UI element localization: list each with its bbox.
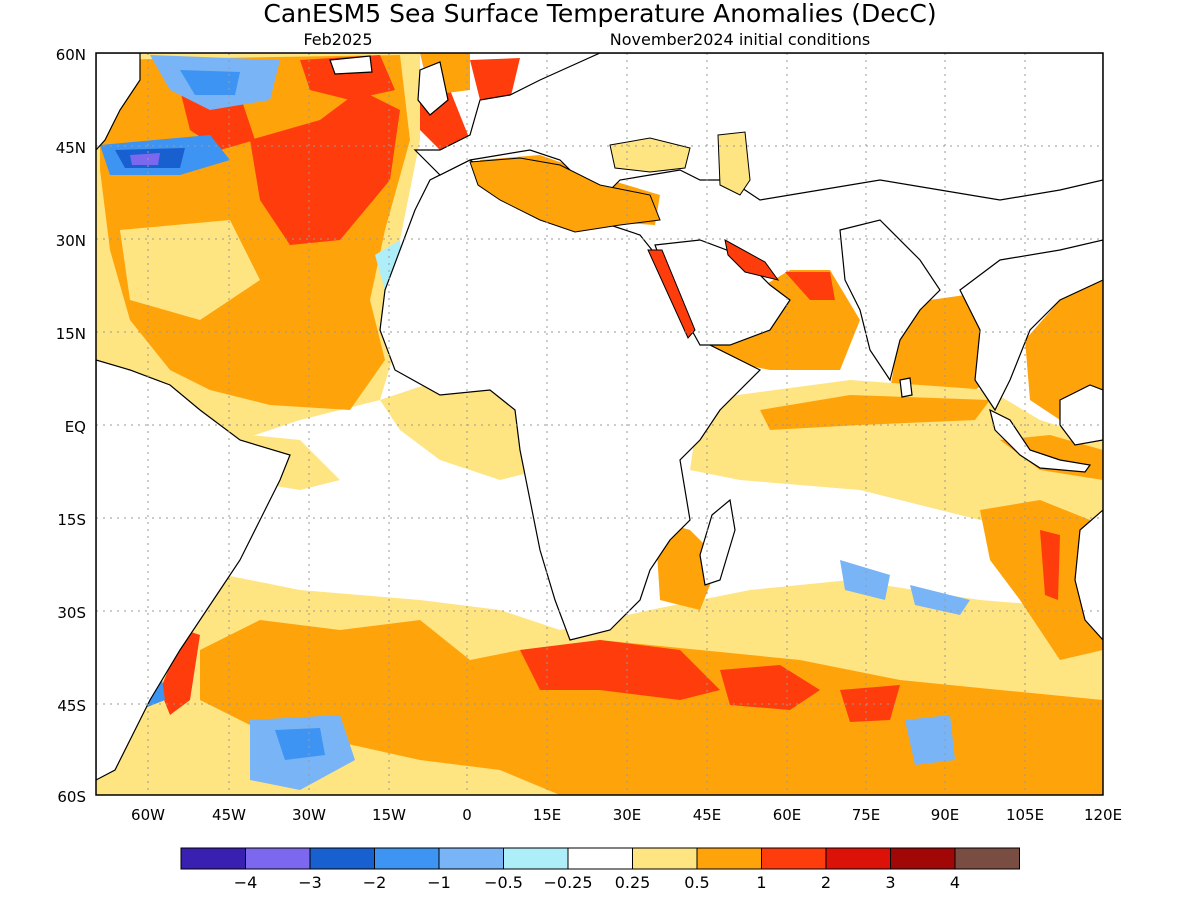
water-persian-gulf [724,239,780,281]
lat-label: 15N [56,325,86,343]
colorbar-swatch [696,847,762,870]
colorbar-swatch [954,847,1020,870]
colorbar [180,847,1020,870]
lat-label: 15S [57,511,86,529]
colorbar-swatch [309,847,375,870]
lat-label: 45S [57,697,86,715]
colorbar-tick-label: −2 [363,873,387,892]
anomaly-region-north-atlantic [120,220,260,320]
lon-label: 60W [131,806,165,824]
map-title: CanESM5 Sea Surface Temperature Anomalie… [263,0,936,28]
map-subtitle-date: Feb2025 [303,30,372,49]
colorbar-swatch [567,847,633,870]
lat-label: 45N [56,139,86,157]
colorbar-tick-label: 4 [950,873,960,892]
anomaly-region-bay-of-bengal [890,295,990,400]
anomaly-region-indian-ocean [760,395,990,430]
lon-label: 30E [613,806,642,824]
landmass-europe [413,53,1103,201]
lon-label: 0 [462,806,472,824]
colorbar-swatch [890,847,956,870]
lon-label: 45E [693,806,722,824]
lon-label: 30W [292,806,326,824]
anomaly-region-southern-ocean-band [200,620,1103,795]
anomaly-region-brazil-malvinas [160,630,200,715]
landmass-india [839,219,941,382]
anomaly-region-australia-west [980,500,1103,660]
colorbar-tick-label: 2 [821,873,831,892]
water-caspian-sea [717,131,751,196]
colorbar-tick-label: 1 [756,873,766,892]
map-panel [96,53,1103,795]
colorbar-tick-label: −4 [234,873,258,892]
anomaly-region-south-atlantic-cool [275,728,325,760]
lat-label: 60S [57,788,86,806]
colorbar-tick-label: −0.5 [484,873,523,892]
colorbar-swatch [825,847,891,870]
colorbar-swatch [761,847,827,870]
landmass-south-america [96,359,291,781]
lon-label: 15E [533,806,562,824]
lon-label: 120E [1084,806,1122,824]
colorbar-tick-label: 3 [885,873,895,892]
anomaly-region-australia-west [1040,530,1060,600]
colorbar-tick-label: 0.25 [615,873,651,892]
anomaly-region-labrador [180,70,240,95]
lon-label: 90E [931,806,960,824]
anomaly-region-south-indian-cool [905,715,955,765]
colorbar-swatch [245,847,311,870]
landmass-sumatra-java [989,408,1092,473]
landmass-southeast-asia [959,239,1103,412]
water-mediterranean [469,157,661,233]
colorbar-tick-label: −1 [427,873,451,892]
longitude-axis: 60W 45W 30W 15W 0 15E 30E 45E 60E 75E 90… [131,806,1122,824]
landmass-north-america [96,53,141,151]
landmass-australia [1074,509,1103,641]
anomaly-region-south-china-sea [1025,270,1103,420]
lon-label: 15W [372,806,406,824]
colorbar-swatch [374,847,440,870]
lon-label: 105E [1006,806,1044,824]
colorbar-tick-label: 0.5 [684,873,709,892]
anomaly-region-agulhas [520,640,720,700]
anomaly-region-north-atlantic [250,90,400,245]
anomaly-region-south-indian-cool [840,560,890,600]
anomaly-region-south-indian-cool [910,585,970,615]
colorbar-tick-label: −3 [298,873,322,892]
anomaly-field [96,53,1103,795]
lat-label: 30N [56,232,86,250]
landmass-madagascar [699,498,736,586]
anomaly-region-guinea [380,380,540,480]
anomaly-region-newfoundland [130,153,160,165]
landmass-borneo [1059,384,1103,446]
colorbar-swatch [438,847,504,870]
landmass-iceland [329,55,373,75]
landmass-british-isles [417,61,449,116]
landmass-sri-lanka [899,377,913,398]
lat-label: 30S [57,604,86,622]
colorbar-labels: −4 −3 −2 −1 −0.5 −0.25 0.25 0.5 1 2 3 4 [234,873,960,892]
anomaly-region-arabian-sea [785,272,835,300]
lon-label: 60E [773,806,802,824]
lon-label: 45W [212,806,246,824]
map-gridlines [96,53,1103,795]
colorbar-swatch [180,847,246,870]
map-frame [95,52,1104,796]
anomaly-region-southern-indian [720,665,820,710]
latitude-axis: 60N 45N 30N 15N EQ 15S 30S 45S 60S [56,46,86,806]
map-subtitle-conditions: November2024 initial conditions [610,30,870,49]
lat-label: 60N [56,46,86,64]
water-red-sea [647,249,696,339]
colorbar-swatch [503,847,569,870]
lat-label: EQ [65,418,86,436]
anomaly-region-north-sea [470,58,520,100]
lon-label: 75E [852,806,881,824]
colorbar-swatch [632,847,698,870]
anomaly-region-southern-indian [840,685,900,722]
colorbar-tick-label: −0.25 [543,873,592,892]
anomaly-region-madagascar [655,520,720,610]
